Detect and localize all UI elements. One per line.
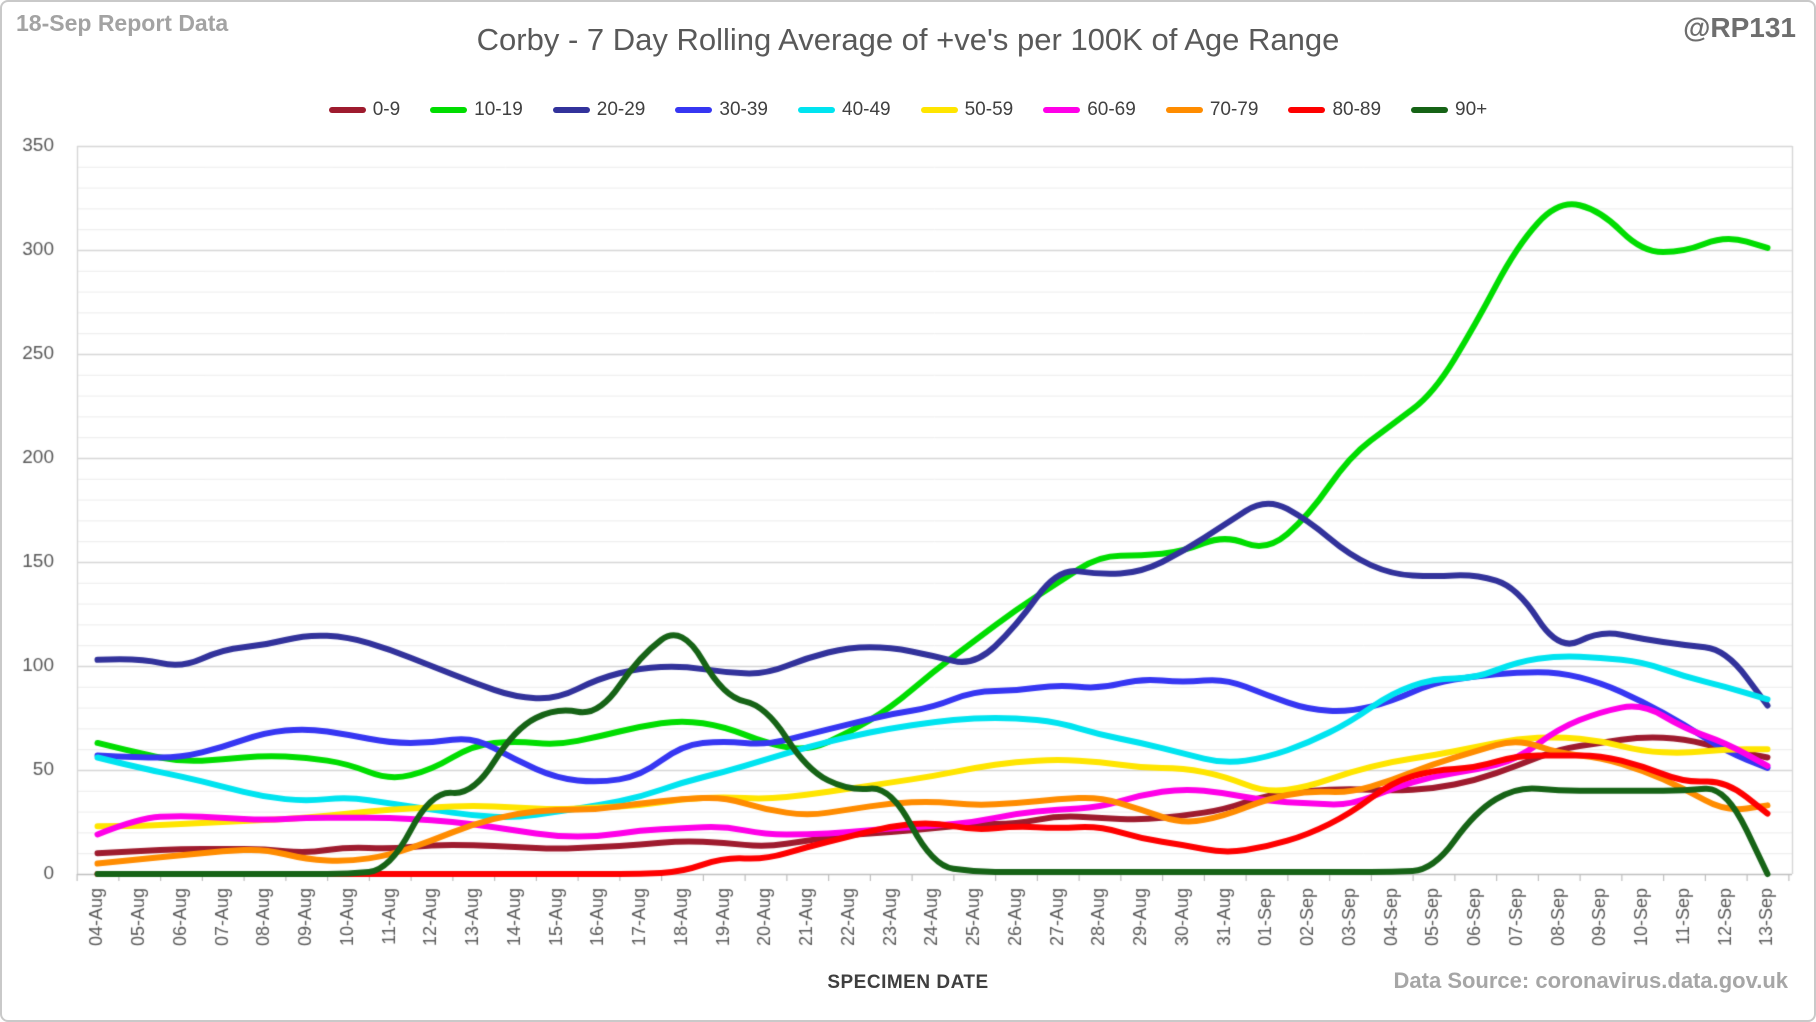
report-date-note: 18-Sep Report Data (16, 10, 229, 36)
legend-item-70-79: 70-79 (1165, 99, 1259, 121)
legend-item-20-29: 20-29 (552, 99, 646, 121)
legend-swatch-0-9 (328, 107, 366, 113)
legend-item-30-39: 30-39 (675, 99, 768, 121)
legend-label: 50-59 (964, 99, 1014, 120)
legend-swatch-80-89 (1288, 107, 1326, 113)
legend-item-0-9: 0-9 (328, 99, 401, 121)
legend-swatch-70-79 (1165, 107, 1203, 113)
x-axis-title: SPECIMEN DATE (827, 972, 989, 993)
legend-item-10-19: 10-19 (430, 99, 523, 121)
legend-item-80-89: 80-89 (1288, 99, 1381, 121)
legend-label: 80-89 (1332, 99, 1382, 120)
legend-label: 90+ (1455, 99, 1488, 120)
legend-label: 10-19 (474, 99, 523, 120)
legend-swatch-30-39 (675, 107, 713, 113)
legend-swatch-20-29 (552, 107, 590, 113)
legend-label: 70-79 (1209, 99, 1259, 120)
legend-label: 20-29 (596, 99, 646, 120)
data-source-credit: Data Source: coronavirus.data.gov.uk (1393, 968, 1788, 993)
author-handle: @RP131 (1683, 12, 1796, 43)
legend-item-40-49: 40-49 (798, 99, 891, 121)
legend-swatch-40-49 (798, 107, 835, 113)
legend-label: 60-69 (1087, 99, 1136, 120)
legend-swatch-60-69 (1043, 107, 1081, 113)
legend-item-50-59: 50-59 (920, 99, 1014, 121)
legend-label: 0-9 (372, 99, 401, 120)
legend-swatch-90+ (1411, 107, 1449, 113)
legend-item-90+: 90+ (1411, 99, 1487, 121)
legend-swatch-10-19 (430, 107, 468, 113)
legend-swatch-50-59 (920, 107, 958, 113)
legend-label: 30-39 (719, 99, 768, 120)
legend-item-60-69: 60-69 (1043, 99, 1136, 121)
chart-legend: 0-9 10-19 20-29 30-39 40-49 50-59 60-69 70-79 80… (2, 99, 1814, 121)
chart-title: Corby - 7 Day Rolling Average of +ve's p… (476, 22, 1340, 57)
legend-label: 40-49 (842, 99, 891, 120)
